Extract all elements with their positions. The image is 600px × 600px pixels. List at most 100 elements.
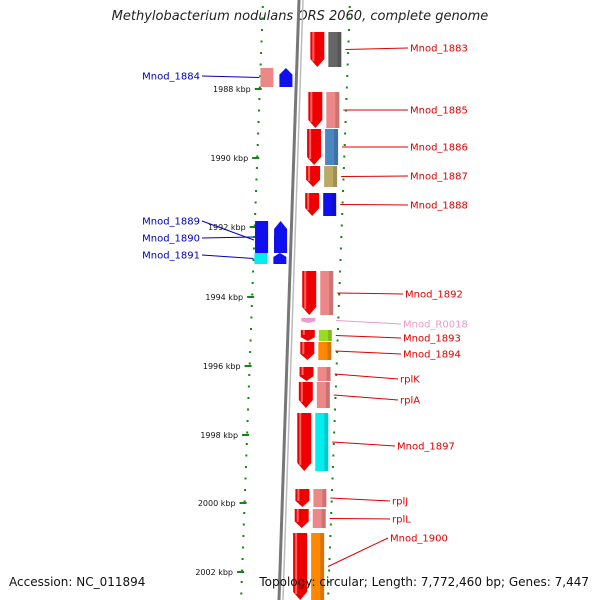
ruler-dot (258, 98, 261, 100)
ruler-dot (340, 236, 343, 238)
gene-label-rpla[interactable]: rplA (400, 396, 420, 407)
leader-line (337, 292, 404, 295)
backbone-strand (282, 0, 304, 600)
ruler-dot (333, 420, 336, 422)
cog-bar-shade (324, 413, 329, 471)
leader-line (340, 204, 409, 206)
leader-line (345, 47, 409, 50)
ruler-dot (245, 443, 248, 445)
cog-bar-mnod_1891[interactable] (254, 253, 268, 264)
gene-label-mnod_1884[interactable]: Mnod_1884 (142, 72, 200, 83)
cog-bar-mnod_1892[interactable] (320, 271, 334, 315)
genome-backbone (277, 0, 304, 600)
leader-line (201, 254, 254, 259)
cog-bar-mnod_1886[interactable] (325, 129, 339, 165)
ruler-dot (249, 328, 252, 330)
ruler-dot (260, 52, 263, 54)
cog-bar-mnod_1883[interactable] (328, 32, 342, 67)
cog-bar-mnod_1887[interactable] (324, 166, 338, 187)
gene-arrow-mnod_1890[interactable] (274, 221, 288, 253)
gene-label-rpll[interactable]: rplL (392, 515, 411, 526)
ruler-dot (328, 546, 331, 549)
ruler-dot (341, 201, 344, 204)
cog-bar-rpll[interactable] (312, 509, 326, 528)
ruler-dot (345, 86, 348, 89)
gene-label-mnod_1890[interactable]: Mnod_1890 (142, 234, 200, 245)
cog-bar-shade (327, 342, 332, 360)
ruler-dot (249, 351, 252, 353)
cog-bar-mnod_1893[interactable] (318, 330, 332, 341)
ruler-dot (342, 178, 345, 181)
ruler-dot (255, 167, 258, 169)
ruler-dot (252, 259, 255, 261)
gene-label-mnod_1894[interactable]: Mnod_1894 (403, 350, 461, 361)
gene-label-rplk[interactable]: rplK (400, 375, 420, 386)
ruler-dot (344, 132, 347, 135)
cog-bar-mnod_1900[interactable] (311, 533, 325, 600)
gene-label-mnod_1883[interactable]: Mnod_1883 (410, 44, 468, 55)
gene-label-mnod_1885[interactable]: Mnod_1885 (410, 106, 468, 117)
ruler-dot (246, 420, 249, 422)
ruler-dot (253, 224, 256, 227)
cog-bar-shade (332, 193, 337, 216)
cog-bar-shade (334, 129, 339, 165)
ruler-dot (329, 535, 332, 537)
gene-label-mnod_1893[interactable]: Mnod_1893 (403, 334, 461, 345)
ruler-dot (241, 558, 244, 560)
ruler-dot (240, 592, 243, 595)
ruler-tick-label: 1988 kbp (213, 85, 251, 94)
cog-bar-mnod_1884[interactable] (260, 68, 274, 87)
leader-line (201, 236, 255, 239)
gene-arrow-mnod_1891[interactable] (273, 253, 287, 264)
gene-label-mnod_1897[interactable]: Mnod_1897 (397, 442, 455, 453)
ruler-dot (347, 40, 350, 43)
cog-bar-rplj[interactable] (313, 489, 327, 507)
ruler-dot (243, 500, 246, 503)
gene-label-rplj[interactable]: rplJ (392, 497, 408, 508)
cog-bar-rplk[interactable] (317, 367, 331, 381)
cog-bar-mnod_1890[interactable] (255, 221, 269, 253)
cog-bar-shade (325, 382, 330, 408)
leader-line (334, 373, 399, 380)
cog-bar-mnod_1885[interactable] (326, 92, 340, 128)
gene-label-mnod_1886[interactable]: Mnod_1886 (410, 143, 468, 154)
ruler-dot (334, 397, 337, 399)
ruler-dot (334, 408, 337, 411)
ruler-dot (242, 523, 245, 526)
gene-label-mnod_1900[interactable]: Mnod_1900 (390, 534, 448, 545)
ruler-dot (330, 500, 333, 503)
ruler-dot (247, 408, 250, 411)
cog-bar-mnod_1888[interactable] (323, 193, 337, 216)
gene-label-mnod_1887[interactable]: Mnod_1887 (410, 172, 468, 183)
ruler-dot (337, 316, 340, 319)
gene-label-mnod_1889[interactable]: Mnod_1889 (142, 217, 200, 228)
ruler-dot (261, 17, 264, 20)
backbone-strand (277, 0, 301, 600)
cog-bar-mnod_1894[interactable] (318, 342, 332, 360)
ruler-dot (348, 6, 351, 8)
gene-arrow-mnod_r0018[interactable] (301, 318, 316, 323)
ruler-dot (252, 270, 255, 273)
ruler-dot (333, 431, 336, 434)
ruler-dot (342, 190, 345, 192)
ruler-dot (328, 569, 331, 572)
ruler-dot (242, 535, 245, 537)
gene-label-mnod_1892[interactable]: Mnod_1892 (405, 290, 463, 301)
cog-bar-shade (326, 367, 331, 381)
ruler-dot (342, 167, 345, 169)
ruler-dot (335, 362, 338, 365)
ruler-dot (339, 270, 342, 273)
ruler-dot (244, 477, 247, 480)
gene-label-mnod_1888[interactable]: Mnod_1888 (410, 201, 468, 212)
gene-label-mnod_r0018[interactable]: Mnod_R0018 (403, 320, 468, 331)
ruler-dot (340, 224, 343, 227)
ruler-dot (252, 247, 255, 250)
cog-bar-rpla[interactable] (316, 382, 330, 408)
cog-bar-mnod_1897[interactable] (315, 413, 329, 471)
ruler-dot (250, 305, 253, 307)
ruler-tick (237, 571, 245, 573)
gene-label-mnod_1891[interactable]: Mnod_1891 (142, 251, 200, 262)
gene-arrow-mnod_1884[interactable] (279, 68, 293, 87)
ruler-dot (329, 523, 332, 526)
